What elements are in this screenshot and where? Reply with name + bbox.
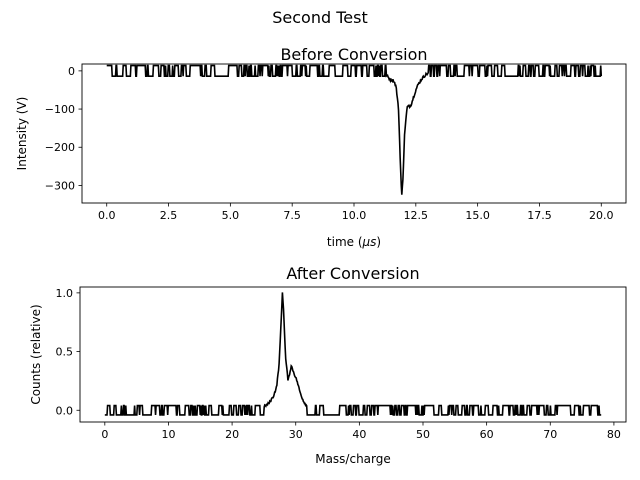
x-axis-label-before: time (μs) — [327, 235, 381, 249]
subplot-after-conversion: After Conversion 0 10 20 30 40 50 60 70 80 0.0 0.5… — [29, 264, 627, 466]
subplot-title-after: After Conversion — [286, 264, 419, 283]
y-tick-label: 0.5 — [56, 346, 74, 359]
y-tick-label: 0.0 — [56, 404, 74, 417]
subplot-before-conversion: Before Conversion 0.0 2.5 5.0 7.5 10.0 12.5 15… — [15, 45, 627, 249]
y-axis-label-before: Intensity (V) — [15, 97, 29, 171]
tick-group-before: 0.0 2.5 5.0 7.5 10.0 12.5 15.0 17.5 20.0 0 −100 −20… — [45, 65, 614, 222]
y-axis-label-after: Counts (relative) — [29, 304, 43, 404]
x-tick-label: 12.5 — [404, 209, 429, 222]
x-tick-label: 30 — [289, 428, 303, 441]
subplot-title-before: Before Conversion — [280, 45, 427, 64]
y-tick-label: −200 — [45, 141, 75, 154]
x-tick-label: 50 — [416, 428, 430, 441]
plot-area-before — [106, 64, 603, 195]
x-tick-label: 2.5 — [160, 209, 178, 222]
x-tick-label: 10 — [161, 428, 175, 441]
series-line — [106, 64, 603, 195]
x-tick-label: 5.0 — [222, 209, 240, 222]
x-tick-label: 80 — [607, 428, 621, 441]
y-tick-label: 0 — [68, 65, 75, 78]
x-tick-label: 20.0 — [589, 209, 614, 222]
x-tick-label: 0 — [101, 428, 108, 441]
x-tick-label: 60 — [480, 428, 494, 441]
x-tick-label: 17.5 — [527, 209, 552, 222]
x-tick-label: 10.0 — [342, 209, 367, 222]
x-axis-label-after: Mass/charge — [315, 452, 391, 466]
y-tick-label: −300 — [45, 179, 75, 192]
figure-suptitle: Second Test — [272, 8, 367, 27]
x-tick-label: 40 — [352, 428, 366, 441]
x-tick-label: 70 — [543, 428, 557, 441]
x-tick-label: 7.5 — [283, 209, 301, 222]
y-tick-label: −100 — [45, 103, 75, 116]
plot-area-after — [104, 292, 602, 416]
x-tick-label: 20 — [225, 428, 239, 441]
x-tick-label: 0.0 — [98, 209, 116, 222]
series-line — [104, 292, 602, 416]
x-tick-label: 15.0 — [465, 209, 490, 222]
y-tick-label: 1.0 — [56, 287, 74, 300]
axes-frame-after — [79, 286, 627, 423]
tick-group-after: 0 10 20 30 40 50 60 70 80 0.0 0.5 1.0 — [56, 287, 621, 441]
